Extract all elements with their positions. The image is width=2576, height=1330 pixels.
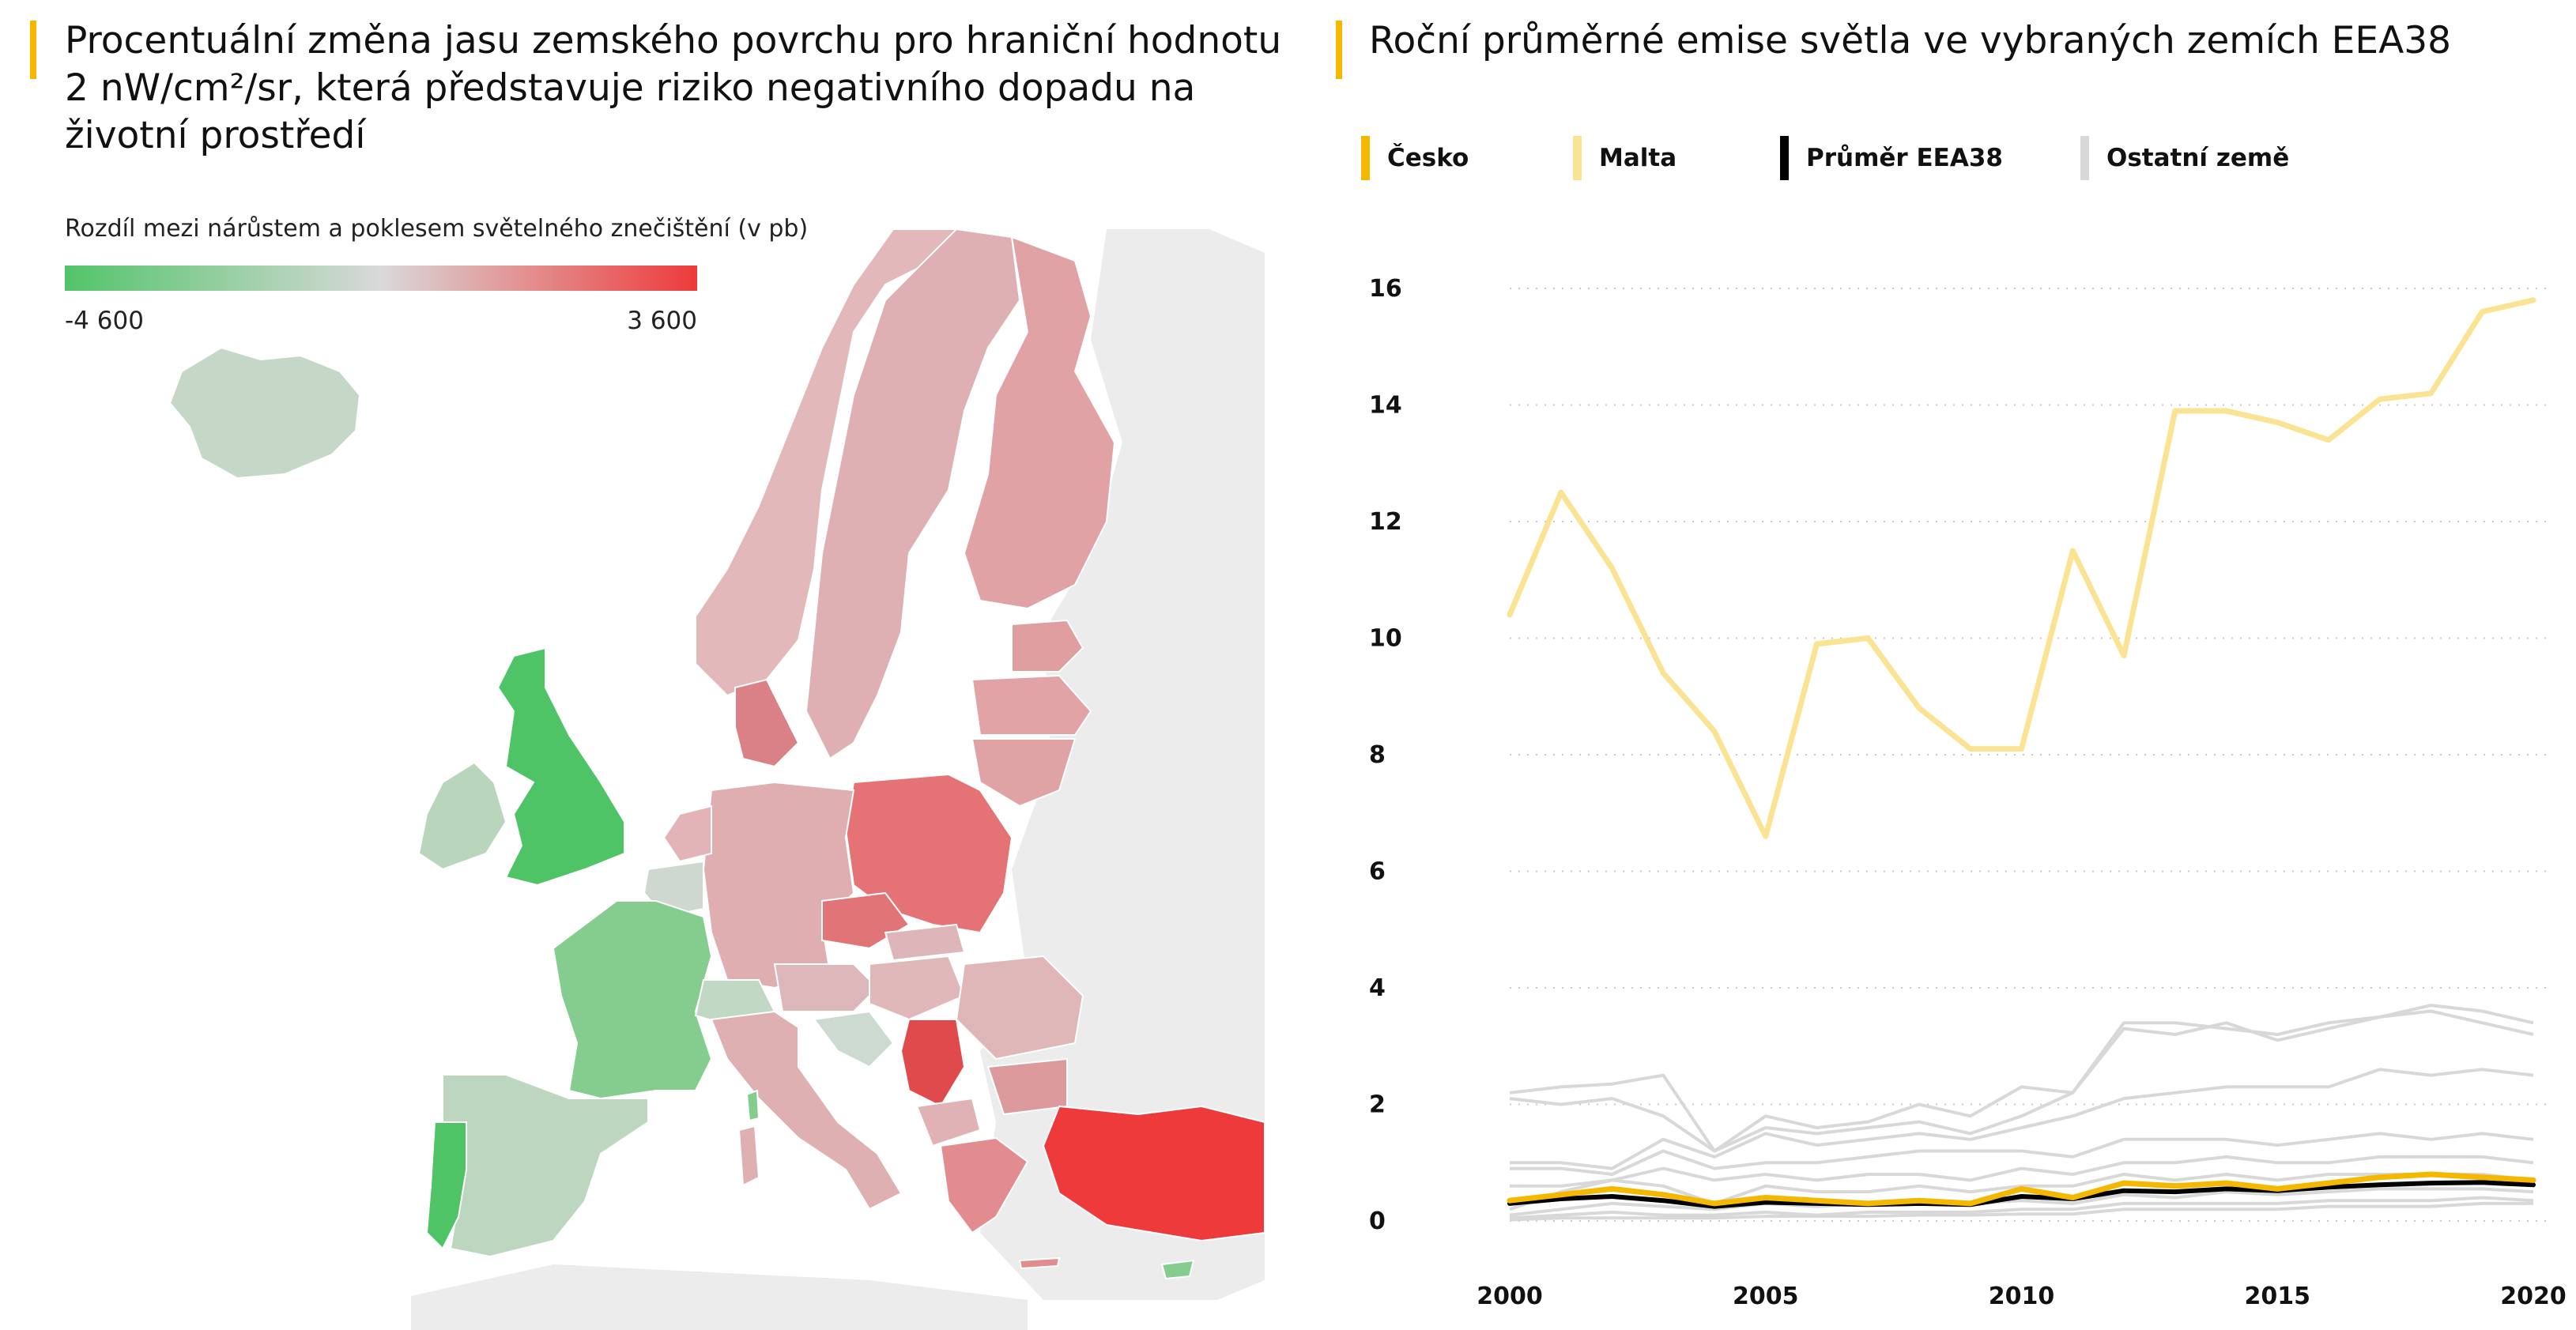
- other-countries-lines: [1509, 1004, 2534, 1222]
- other-country-line-8: [1509, 1196, 2534, 1220]
- ireland: [417, 761, 507, 871]
- other-country-line-1: [1509, 1004, 2534, 1153]
- legend-item-3: Průměr EEA38: [1780, 134, 2003, 182]
- other-country-line-7: [1509, 1187, 2534, 1217]
- color-scale-bar: [65, 266, 697, 291]
- highlighted-series-lines: [1507, 297, 2536, 1209]
- left-title-accent: [30, 21, 36, 79]
- legend-label: Průměr EEA38: [1806, 144, 2003, 172]
- poland: [844, 773, 1013, 934]
- series-line-malta: [1507, 297, 2536, 839]
- slovakia: [884, 923, 966, 962]
- y-tick-16: 16: [1369, 275, 1402, 303]
- finland: [963, 235, 1116, 610]
- series-line-průměr-eea38: [1507, 1180, 2536, 1209]
- x-tick-2020: 2020: [2500, 1283, 2567, 1310]
- x-tick-2005: 2005: [1733, 1283, 1799, 1310]
- slovenia-croatia: [813, 1010, 895, 1068]
- y-axis-ticks: 0 2 4 6 8 10 12 14 16: [1369, 275, 1402, 1235]
- netherlands: [662, 804, 712, 863]
- y-tick-6: 6: [1369, 858, 1386, 886]
- x-tick-2010: 2010: [1989, 1283, 2055, 1310]
- iceland: [168, 346, 361, 480]
- legend-swatch: [1573, 136, 1582, 180]
- cyprus: [1160, 1259, 1195, 1280]
- other-country-line-4: [1510, 1132, 2534, 1176]
- united-kingdom: [496, 646, 625, 887]
- sweden: [805, 228, 1021, 760]
- legend-label: Malta: [1599, 144, 1677, 172]
- turkey: [1042, 1105, 1265, 1242]
- legend-item-1: Česko: [1361, 134, 1469, 182]
- legend-item-4: Ostatní země: [2080, 134, 2289, 182]
- map-background-africa: [411, 1264, 1028, 1330]
- color-scale-min-label: -4 600: [65, 307, 144, 335]
- portugal: [425, 1121, 467, 1250]
- estonia: [1011, 619, 1084, 673]
- sardinia: [737, 1125, 760, 1187]
- y-tick-4: 4: [1369, 974, 1386, 1002]
- right-title-accent: [1336, 21, 1342, 79]
- hungary: [869, 955, 966, 1021]
- other-country-line-3: [1510, 1068, 2534, 1170]
- x-tick-2015: 2015: [2245, 1283, 2311, 1310]
- y-tick-12: 12: [1369, 508, 1402, 536]
- legend-swatch: [1780, 136, 1789, 180]
- corsica: [745, 1089, 760, 1122]
- x-axis-ticks: 2000 2005 2010 2015 2020: [1477, 1283, 2567, 1310]
- spain: [442, 1074, 649, 1258]
- y-tick-10: 10: [1369, 625, 1402, 653]
- series-line-česko: [1507, 1171, 2536, 1207]
- greece: [939, 1136, 1029, 1234]
- france: [552, 900, 713, 1100]
- europe-choropleth-map: [168, 228, 1265, 1330]
- map-title: Procentuální změna jasu zemského povrchu…: [65, 19, 1282, 157]
- y-tick-8: 8: [1369, 741, 1386, 769]
- line-chart: 0 2 4 6 8 10 12 14 16 2000 2005 2010 2015 2020: [1369, 275, 2567, 1310]
- y-tick-2: 2: [1369, 1091, 1386, 1119]
- albania-macedonia: [915, 1097, 982, 1147]
- x-tick-2000: 2000: [1477, 1283, 1543, 1310]
- legend-label: Ostatní země: [2106, 144, 2290, 172]
- legend-swatch: [1361, 136, 1370, 180]
- legend-label: Česko: [1387, 144, 1469, 172]
- y-tick-14: 14: [1369, 392, 1402, 420]
- lithuania: [971, 738, 1077, 808]
- color-scale-max-label: 3 600: [627, 307, 697, 335]
- germany: [702, 781, 855, 989]
- chart-title: Roční průměrné emise světla ve vybraných…: [1369, 19, 2452, 62]
- serbia: [900, 1019, 966, 1108]
- legend-swatch: [2080, 136, 2089, 180]
- other-country-line-5: [1510, 1155, 2534, 1188]
- legend-item-2: Malta: [1573, 134, 1676, 182]
- austria: [773, 963, 879, 1012]
- y-tick-0: 0: [1369, 1208, 1386, 1235]
- latvia: [971, 674, 1092, 736]
- color-scale-title: Rozdíl mezi nárůstem a poklesem světelné…: [65, 215, 809, 243]
- crete: [1018, 1257, 1061, 1270]
- romania: [955, 955, 1084, 1061]
- denmark: [734, 678, 800, 768]
- other-country-line-9: [1509, 1201, 2533, 1222]
- other-country-line-2: [1509, 1009, 2534, 1153]
- italy: [710, 1010, 903, 1211]
- other-country-line-6: [1509, 1173, 2534, 1211]
